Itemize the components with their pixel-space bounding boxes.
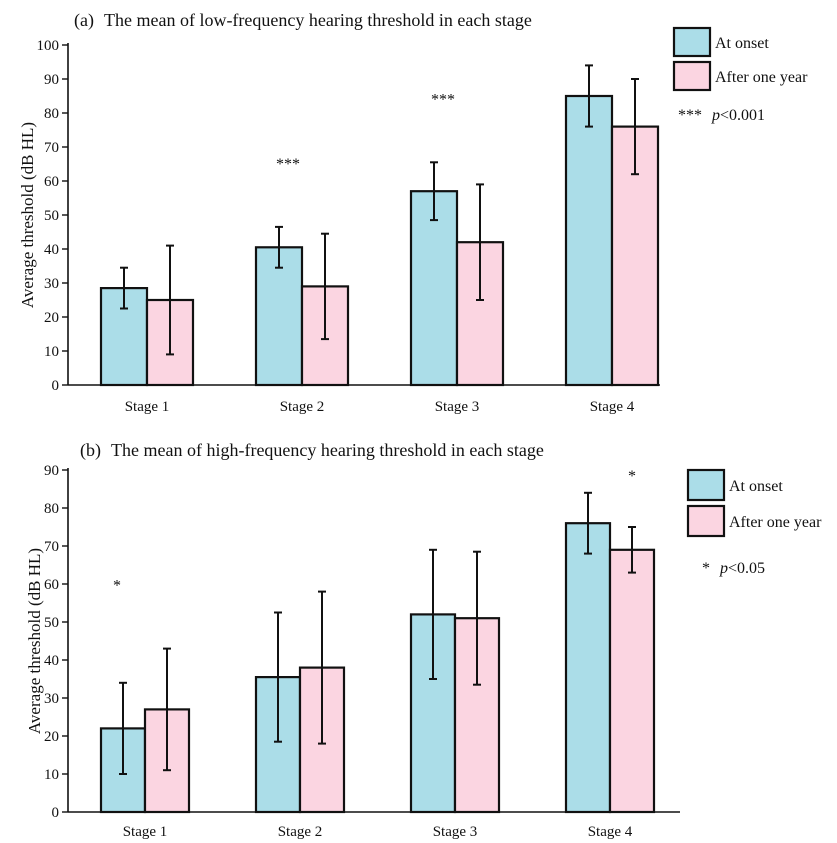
y-tick-label: 80 [44, 106, 59, 122]
legend-swatch-after [686, 504, 726, 538]
panel-label: (b) [80, 440, 101, 461]
y-tick-label: 0 [52, 805, 60, 821]
significance-marker: *** [431, 91, 455, 108]
y-tick-label: 0 [52, 378, 60, 394]
legend-label: After one year [729, 514, 822, 531]
legend-swatch-after [672, 60, 712, 92]
bar-onset-stage-4 [564, 522, 612, 814]
y-tick-label: 10 [44, 767, 59, 783]
y-tick-label: 20 [44, 729, 59, 745]
legend-label: At onset [715, 35, 769, 52]
y-tick-label: 30 [44, 691, 59, 707]
significance-note: *** p<0.001 [678, 107, 765, 124]
y-tick-label: 100 [37, 38, 60, 54]
y-tick-label: 80 [44, 501, 59, 517]
significance-marker: * [113, 578, 121, 595]
y-tick-label: 30 [44, 276, 59, 292]
sig-note-stars: *** [678, 107, 702, 124]
sig-note-p: p [719, 560, 728, 577]
y-tick-label: 50 [44, 615, 59, 631]
legend-swatch-onset [672, 26, 712, 58]
sig-note-value: <0.05 [728, 560, 765, 577]
y-tick-label: 50 [44, 208, 59, 224]
legend-swatch-onset [686, 468, 726, 502]
bar-onset-stage-2 [254, 246, 304, 387]
y-tick-label: 20 [44, 310, 59, 326]
y-tick-label: 60 [44, 577, 59, 593]
legend-label: At onset [729, 478, 783, 495]
chart-panel-b: (b) The mean of high-frequency hearing th… [25, 440, 822, 840]
y-axis-label: Average threshold (dB HL) [25, 548, 44, 734]
x-tick-label: Stage 4 [588, 824, 633, 840]
y-tick-label: 70 [44, 539, 59, 555]
chart-panel-a: (a) The mean of low-frequency hearing thr… [18, 10, 808, 415]
significance-marker: *** [276, 156, 300, 173]
bar-after-stage-4 [608, 548, 656, 814]
title-text: The mean of low-frequency hearing thresh… [104, 10, 532, 30]
x-tick-label: Stage 4 [590, 399, 635, 415]
bar-onset-stage-4 [564, 94, 614, 387]
significance-note: * p<0.05 [702, 560, 765, 577]
y-tick-label: 40 [44, 242, 59, 258]
panel-label: (a) [74, 10, 94, 31]
sig-note-p: p [711, 107, 720, 124]
x-tick-label: Stage 1 [123, 824, 168, 840]
y-tick-label: 90 [44, 72, 59, 88]
legend-label: After one year [715, 69, 808, 86]
y-axis-label: Average threshold (dB HL) [18, 122, 37, 308]
significance-marker: * [628, 468, 636, 485]
chart-title: (b) The mean of high-frequency hearing th… [80, 440, 544, 461]
title-text: The mean of high-frequency hearing thres… [111, 440, 544, 460]
x-tick-label: Stage 1 [125, 399, 170, 415]
sig-note-stars: * [702, 560, 710, 577]
y-tick-label: 10 [44, 344, 59, 360]
y-tick-label: 90 [44, 463, 59, 479]
y-tick-label: 70 [44, 140, 59, 156]
y-tick-label: 60 [44, 174, 59, 190]
x-tick-label: Stage 2 [278, 824, 323, 840]
y-tick-label: 40 [44, 653, 59, 669]
x-tick-label: Stage 3 [433, 824, 478, 840]
chart-title: (a) The mean of low-frequency hearing thr… [74, 10, 532, 31]
x-tick-label: Stage 2 [280, 399, 325, 415]
x-tick-label: Stage 3 [435, 399, 480, 415]
sig-note-value: <0.001 [720, 107, 765, 124]
